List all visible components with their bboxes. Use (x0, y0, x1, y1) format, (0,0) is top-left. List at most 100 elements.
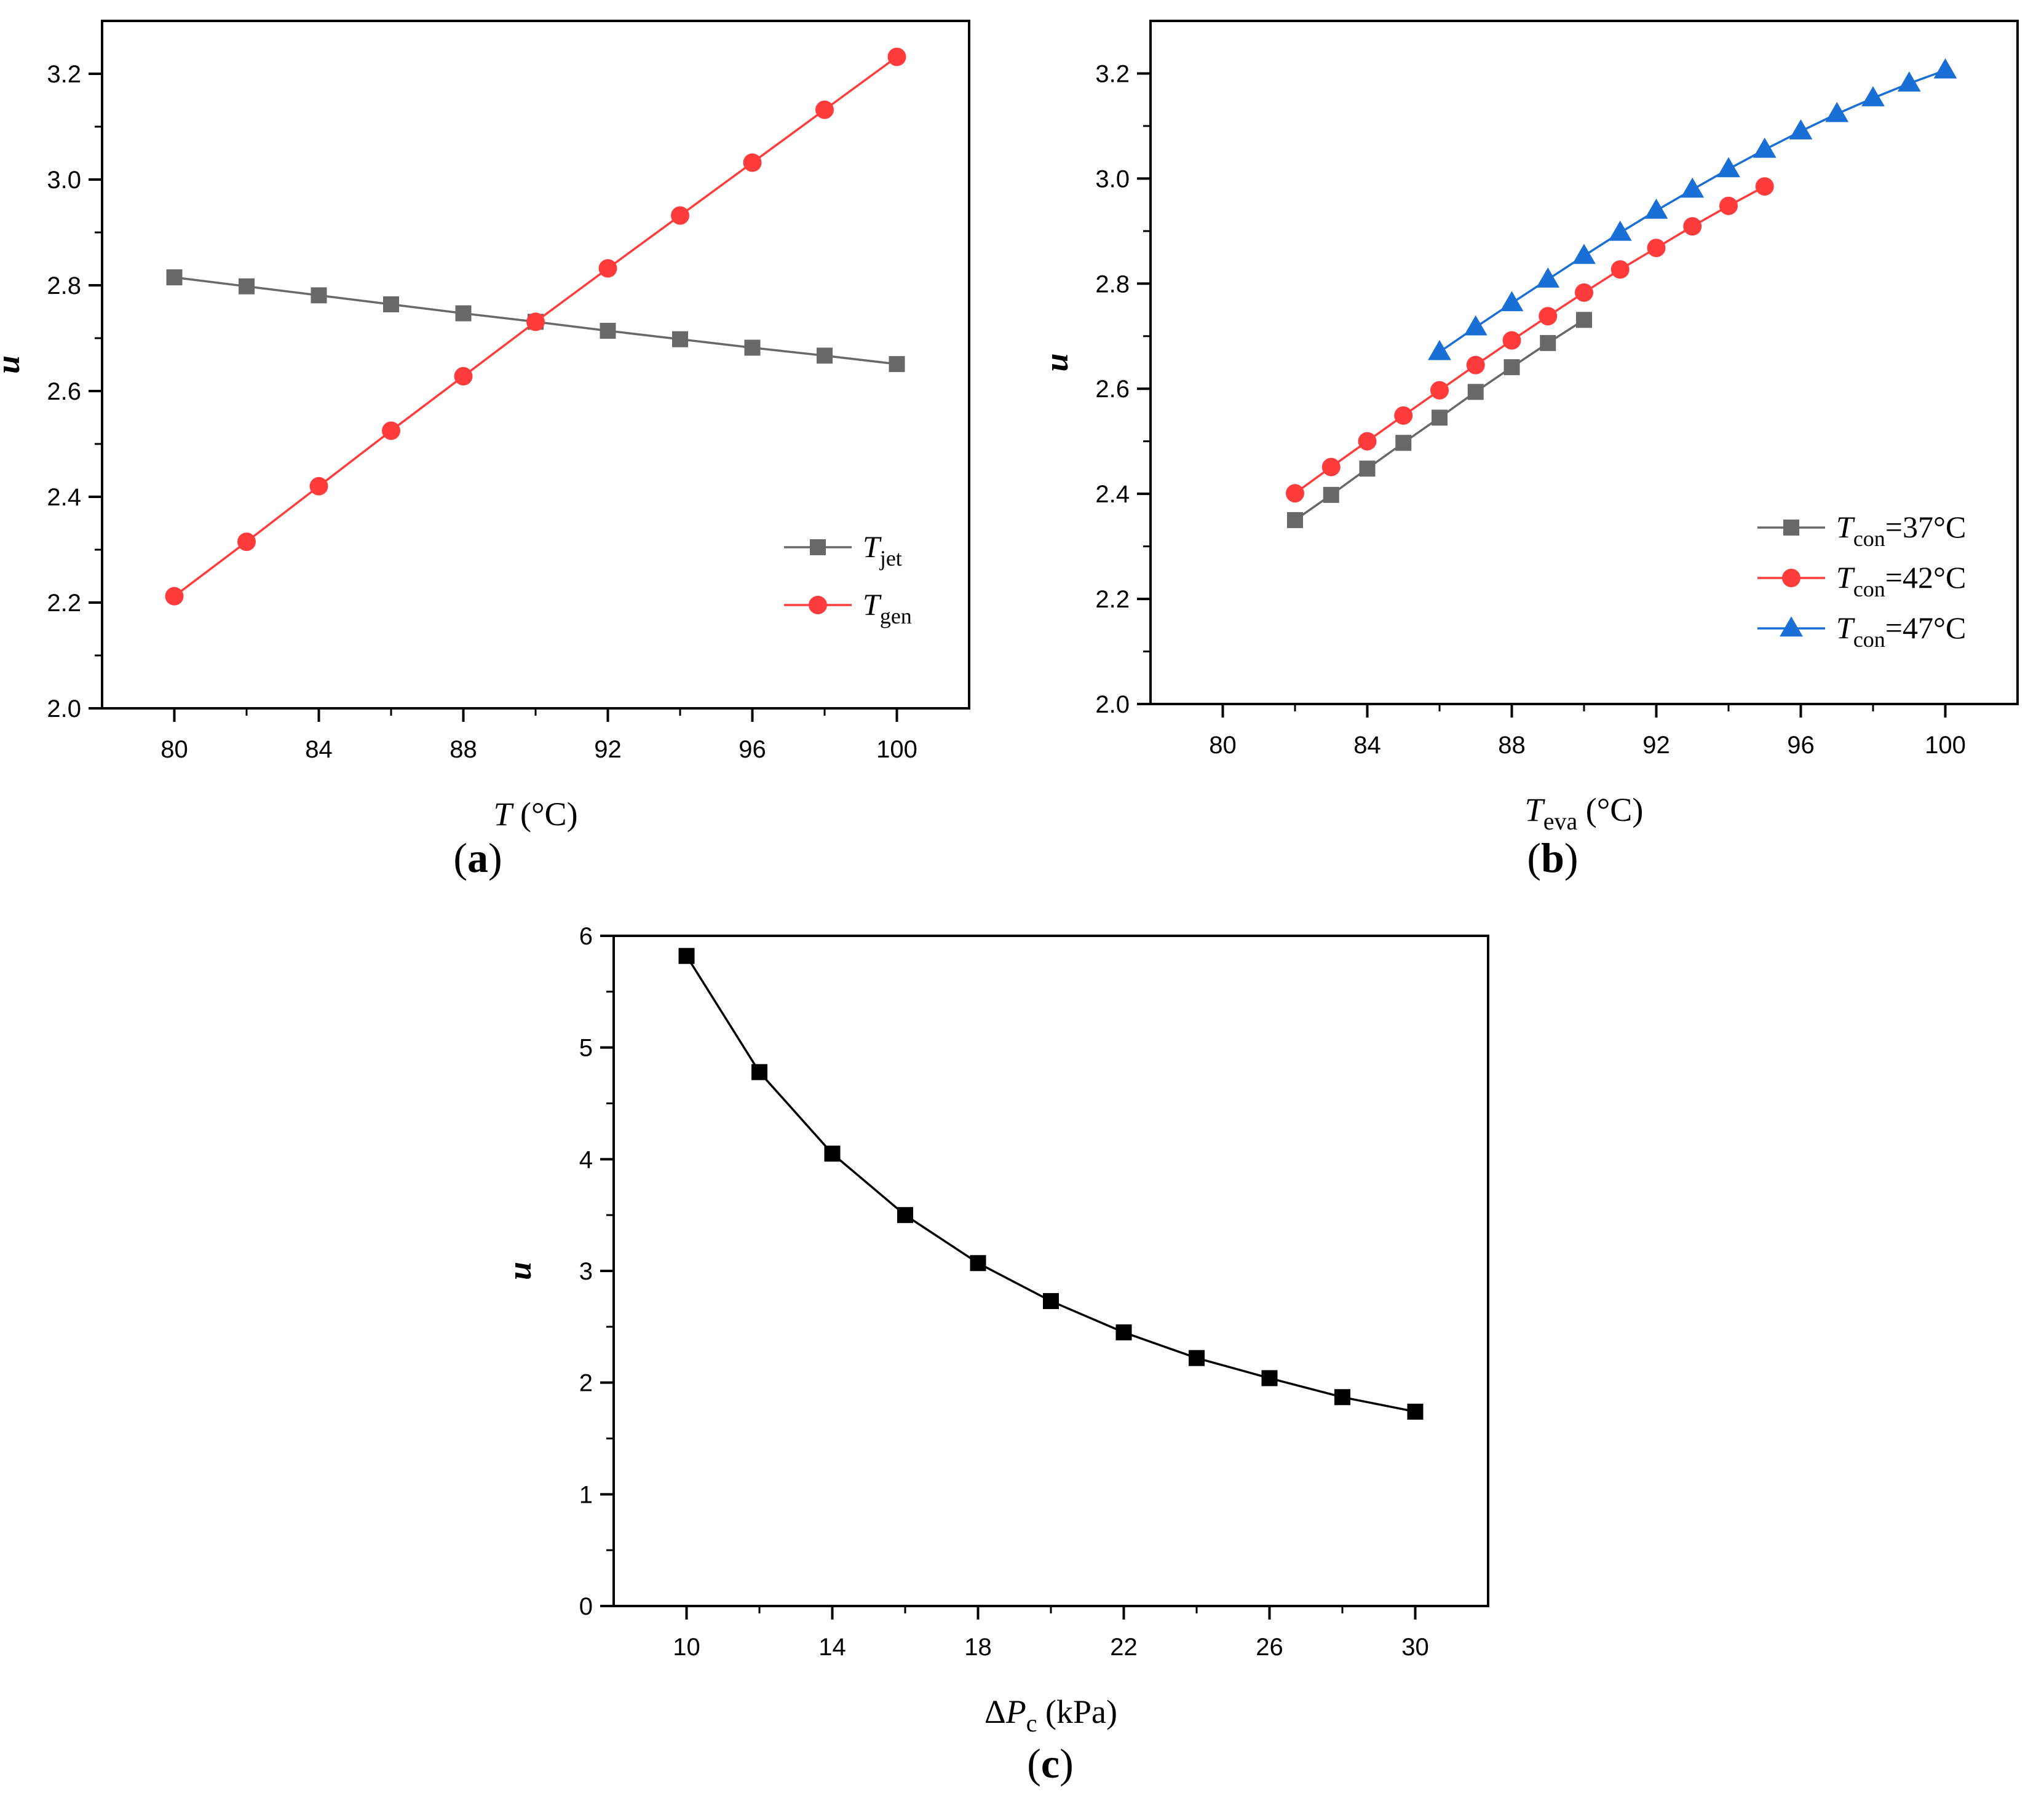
chart-panel-b: 80 84 88 92 96 100 2.0 2.2 2.4 2.6 2.8 3.0 3.2 Teva (… (1038, 20, 2019, 881)
data-point (600, 322, 616, 339)
x-tick-label: 26 (1256, 1634, 1283, 1661)
panel-label: (a) (453, 834, 502, 881)
y-tick-label: 1 (579, 1481, 593, 1508)
x-tick-label: 96 (1787, 732, 1815, 759)
x-tick-label: 10 (673, 1634, 700, 1661)
y-tick-label: 3.2 (47, 61, 81, 88)
data-point (1287, 512, 1303, 528)
y-tick-label: 2.2 (47, 590, 81, 617)
x-tick-label: 88 (1498, 732, 1526, 759)
data-point (887, 47, 906, 66)
y-tick-label: 2.6 (1095, 376, 1130, 403)
x-tick-label: 88 (450, 736, 477, 763)
data-point (1572, 243, 1596, 264)
data-point (1432, 409, 1448, 426)
data-point (815, 100, 834, 119)
y-axis-label: u (1038, 353, 1075, 371)
data-point (1540, 334, 1556, 351)
plot-frame (1149, 20, 2019, 705)
data-point (1536, 267, 1560, 288)
legend-marker (1783, 520, 1799, 536)
x-tick-label: 96 (739, 736, 766, 763)
data-point (1608, 220, 1632, 241)
data-point (239, 278, 255, 295)
data-point (1407, 1403, 1424, 1420)
data-point (743, 153, 762, 172)
y-tick-label: 4 (579, 1146, 593, 1173)
legend-marker (1780, 616, 1803, 637)
x-tick-label: 80 (1209, 732, 1237, 759)
data-point (1755, 177, 1774, 196)
data-point (671, 206, 689, 225)
data-point (1503, 359, 1520, 376)
data-point (1681, 177, 1705, 198)
legend-marker (810, 539, 826, 555)
y-tick-label: 5 (579, 1035, 593, 1062)
data-point (1359, 461, 1376, 477)
data-point (1719, 196, 1738, 215)
y-tick-label: 2.6 (47, 378, 81, 405)
data-point (678, 948, 695, 964)
data-point (1395, 435, 1412, 451)
data-point (382, 421, 400, 440)
data-point (454, 366, 473, 386)
data-point (1647, 239, 1666, 258)
data-point (1502, 331, 1521, 350)
x-tick-label: 100 (1925, 732, 1966, 759)
y-tick-label: 6 (579, 923, 593, 950)
series-line (686, 955, 1416, 1413)
data-point (824, 1145, 841, 1162)
y-tick-label: 2.4 (1095, 481, 1130, 508)
y-tick-label: 2.8 (47, 272, 81, 299)
data-point (751, 1064, 767, 1080)
data-point (1575, 283, 1593, 302)
x-tick-label: 84 (1353, 732, 1381, 759)
data-point (1043, 1293, 1059, 1310)
data-point (1467, 384, 1484, 400)
data-point (166, 269, 183, 286)
data-point (1321, 457, 1341, 477)
panel-label: (b) (1527, 834, 1578, 881)
chart-panel-a: 80 84 88 92 96 100 2.0 2.2 2.4 2.6 2.8 3.0 3.2 T (°C)… (0, 20, 970, 881)
x-axis-label: Teva (°C) (1525, 791, 1644, 835)
data-point (1789, 119, 1813, 140)
y-tick-label: 3.2 (1095, 60, 1130, 87)
x-tick-label: 84 (305, 736, 333, 763)
x-tick-label: 18 (964, 1634, 992, 1661)
y-tick-label: 0 (579, 1593, 593, 1620)
x-tick-label: 92 (1642, 732, 1670, 759)
data-point (672, 331, 688, 347)
data-point (1610, 260, 1630, 279)
data-point (237, 532, 256, 552)
data-point (744, 339, 761, 356)
data-point (897, 1207, 913, 1224)
data-point (1323, 486, 1339, 503)
y-tick-label: 2 (579, 1370, 593, 1397)
y-axis-label: u (0, 355, 26, 374)
data-point (1644, 198, 1668, 219)
data-point (1683, 217, 1702, 236)
data-point (1576, 312, 1592, 328)
legend-marker (1782, 569, 1800, 587)
data-point (1261, 1370, 1278, 1387)
data-point (1464, 315, 1487, 336)
data-point (817, 347, 833, 364)
chart-panel-c: 10 14 18 22 26 30 0 1 2 3 4 5 6 ΔPc (kPa) u (c) (501, 923, 1489, 1787)
x-axis-label: ΔPc (kPa) (984, 1693, 1117, 1737)
data-point (311, 287, 327, 304)
x-tick-label: 30 (1401, 1634, 1429, 1661)
panel-label: (c) (1027, 1740, 1074, 1787)
y-tick-label: 3 (579, 1258, 593, 1285)
y-tick-label: 2.0 (1095, 691, 1130, 718)
y-tick-label: 2.0 (47, 695, 81, 722)
data-point (1539, 307, 1558, 326)
data-point (1933, 58, 1957, 79)
data-point (598, 259, 617, 278)
y-tick-label: 2.8 (1095, 271, 1130, 298)
data-point (1334, 1389, 1350, 1406)
data-point (1861, 86, 1885, 106)
legend-label: Tcon=42°C (1836, 560, 1966, 601)
data-point (1717, 157, 1740, 178)
data-point (1358, 432, 1377, 451)
